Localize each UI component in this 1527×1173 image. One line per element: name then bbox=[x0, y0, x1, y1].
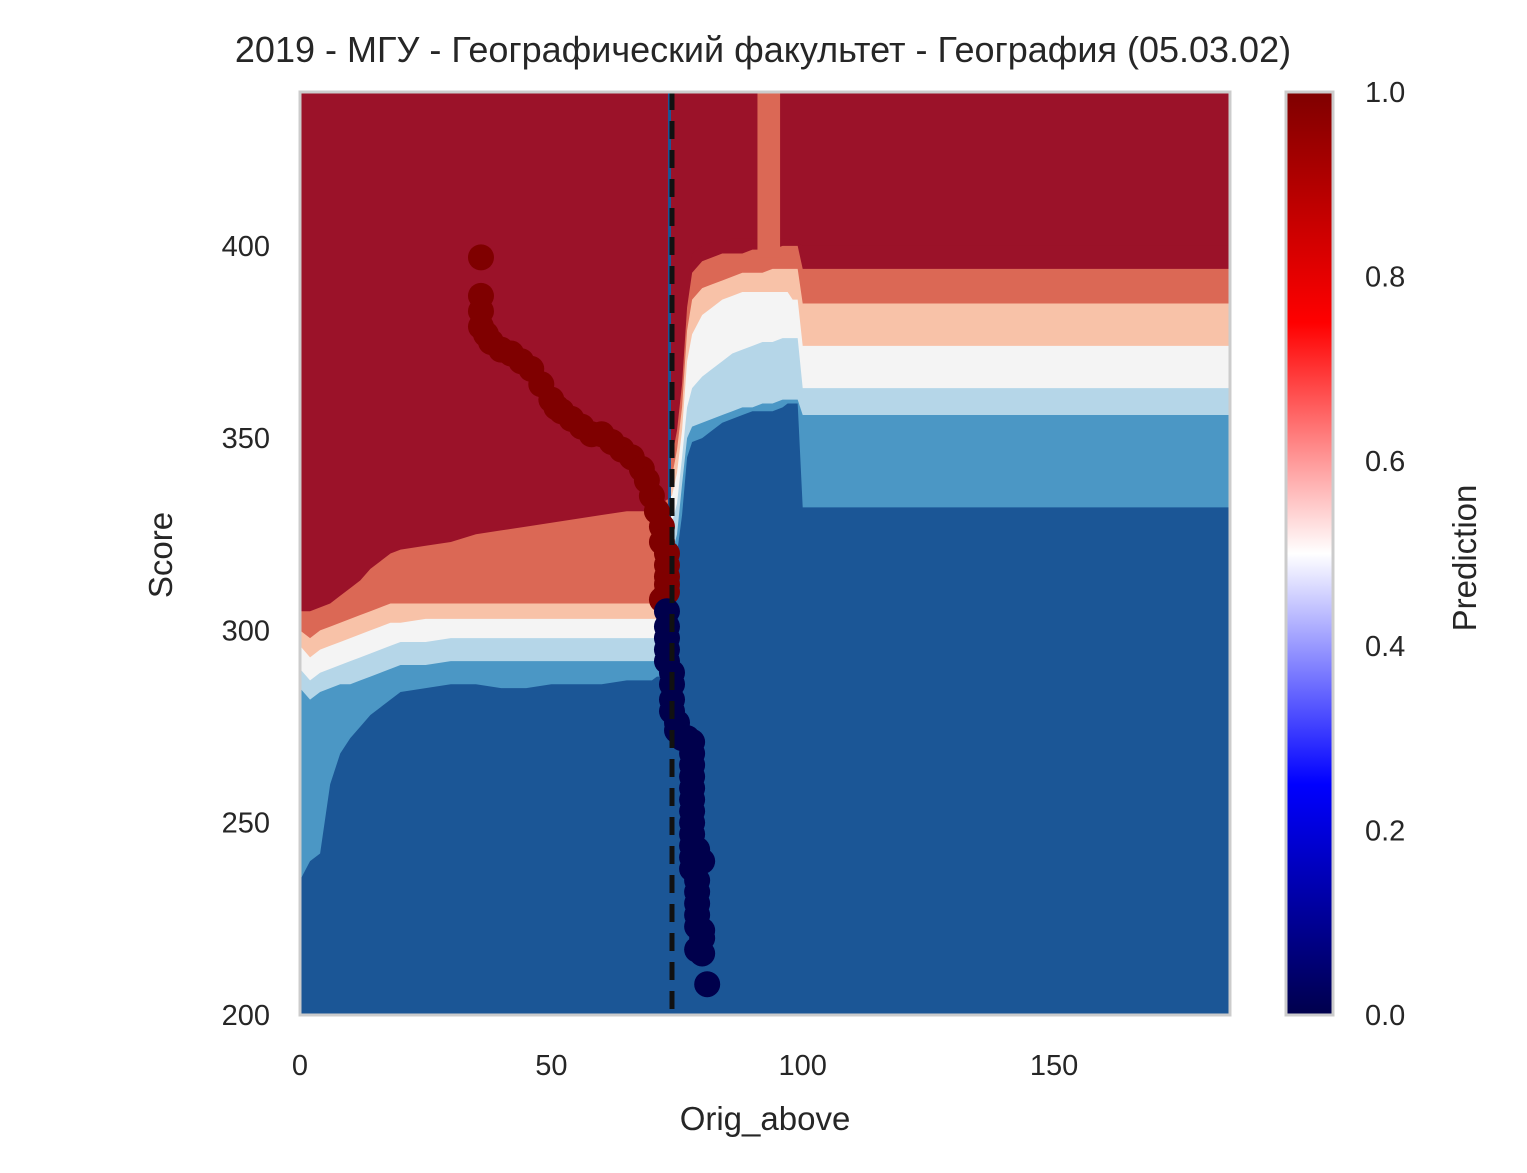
scatter-point-1-33 bbox=[689, 848, 716, 875]
colorbar-tick-label-2: 0.4 bbox=[1365, 631, 1405, 663]
colorbar-tick-label-0: 0.0 bbox=[1365, 1000, 1405, 1032]
scatter-point-1-34 bbox=[689, 917, 716, 944]
contour-right-level-7 bbox=[671, 92, 1230, 439]
colorbar-tick-label-4: 0.8 bbox=[1365, 262, 1405, 294]
y-tick-label-3: 350 bbox=[222, 423, 270, 455]
y-tick-label-0: 200 bbox=[222, 1000, 270, 1032]
x-axis-label: Orig_above bbox=[680, 1100, 851, 1137]
colorbar: 0.0 0.2 0.4 0.6 0.8 1.0 Prediction bbox=[1284, 77, 1483, 1032]
y-tick-label-2: 300 bbox=[222, 615, 270, 647]
x-tick-labels: 0 50 100 150 bbox=[292, 1050, 1078, 1082]
contour-spike bbox=[757, 92, 781, 258]
chart-title: 2019 - МГУ - Географический факультет - … bbox=[235, 29, 1291, 70]
x-tick-label-2: 100 bbox=[779, 1050, 827, 1082]
y-tick-labels: 200 250 300 350 400 bbox=[222, 231, 270, 1032]
y-axis-label: Score bbox=[142, 512, 179, 598]
y-tick-label-1: 250 bbox=[222, 808, 270, 840]
y-tick-label-4: 400 bbox=[222, 231, 270, 263]
x-tick-label-1: 50 bbox=[535, 1050, 567, 1082]
colorbar-gradient bbox=[1284, 90, 1335, 1017]
x-tick-label-0: 0 bbox=[292, 1050, 308, 1082]
contour-fill bbox=[300, 92, 1230, 1015]
plot-area bbox=[300, 92, 1230, 1015]
scatter-point-1-36 bbox=[694, 971, 721, 998]
x-tick-label-3: 150 bbox=[1030, 1050, 1078, 1082]
colorbar-tick-label-3: 0.6 bbox=[1365, 446, 1405, 478]
scatter-point-0-0 bbox=[467, 244, 494, 271]
plot-frame bbox=[298, 90, 1232, 1017]
colorbar-tick-label-1: 0.2 bbox=[1365, 815, 1405, 847]
colorbar-label: Prediction bbox=[1446, 485, 1483, 632]
colorbar-tick-labels: 0.0 0.2 0.4 0.6 0.8 1.0 bbox=[1365, 77, 1405, 1032]
scatter-point-1-35 bbox=[689, 940, 716, 967]
colorbar-tick-label-5: 1.0 bbox=[1365, 77, 1405, 109]
